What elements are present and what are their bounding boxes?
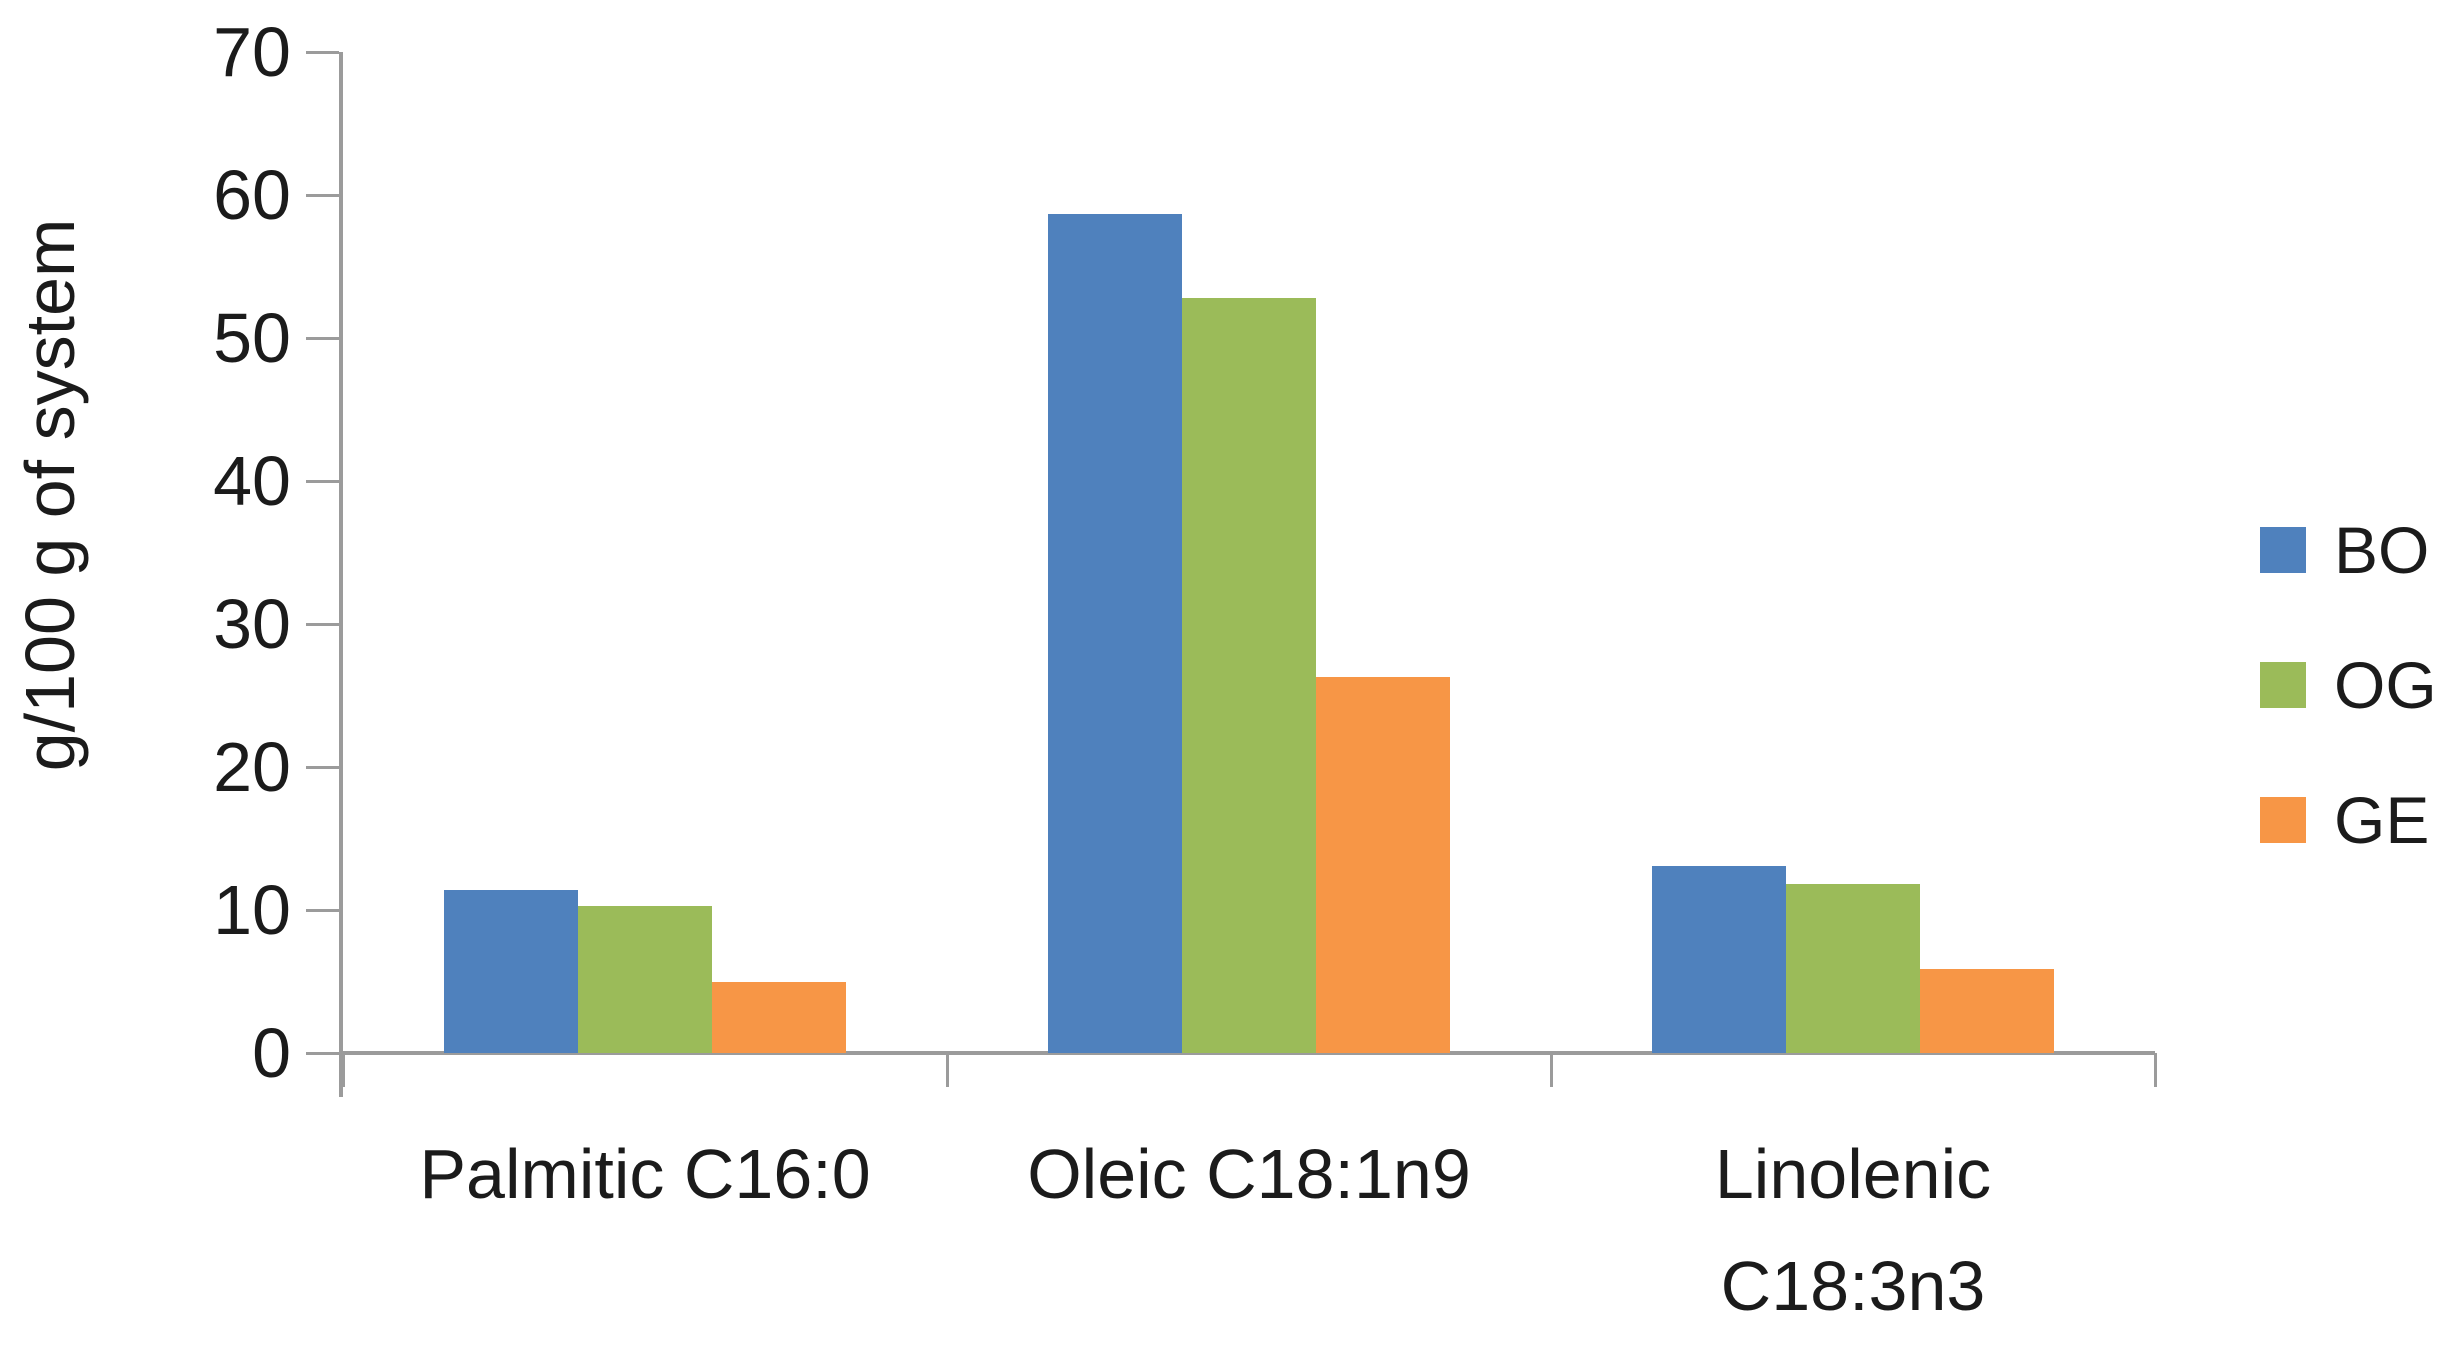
x-axis-line — [343, 1051, 2155, 1055]
bar-bo-3 — [1652, 865, 1786, 1053]
y-tick-mark — [306, 1051, 339, 1055]
bar-bo-1 — [444, 889, 578, 1053]
y-tick-label: 10 — [213, 871, 291, 949]
legend-swatch-ge — [2260, 797, 2306, 843]
x-tick-mark — [1549, 1053, 1553, 1087]
bar-bo-2 — [1048, 213, 1182, 1053]
category-label: Oleic C18:1n9 — [1027, 1118, 1471, 1230]
bar-og-2 — [1182, 297, 1316, 1053]
y-tick-label: 20 — [213, 728, 291, 806]
y-tick-mark — [306, 908, 339, 912]
x-tick-mark — [945, 1053, 949, 1087]
y-tick-mark — [306, 479, 339, 483]
legend-item-og: OG — [2260, 652, 2437, 718]
category-label: Palmitic C16:0 — [419, 1118, 870, 1230]
x-tick-mark — [2153, 1053, 2157, 1087]
y-tick-label: 30 — [213, 585, 291, 663]
y-tick-label: 70 — [213, 13, 291, 91]
legend-item-bo: BO — [2260, 517, 2429, 583]
y-tick-mark — [306, 765, 339, 769]
legend-label: BO — [2334, 513, 2430, 587]
category-label-line: Oleic C18:1n9 — [1027, 1135, 1471, 1213]
y-tick-mark — [306, 50, 339, 54]
y-tick-mark — [306, 193, 339, 197]
y-axis-title: g/100 g of system — [11, 218, 89, 772]
legend-swatch-og — [2260, 662, 2306, 708]
y-tick-label: 0 — [252, 1014, 291, 1092]
category-label: Linolenic C18:3n3 — [1715, 1118, 1991, 1342]
bar-og-3 — [1786, 884, 1920, 1053]
x-tick-mark — [341, 1053, 345, 1087]
bar-ge-1 — [712, 981, 846, 1053]
legend-label: OG — [2334, 648, 2437, 722]
legend-label: GE — [2334, 783, 2430, 857]
category-label-line: C18:3n3 — [1720, 1247, 1986, 1325]
y-tick-label: 40 — [213, 442, 291, 520]
legend-swatch-bo — [2260, 527, 2306, 573]
category-label-line: Palmitic C16:0 — [419, 1135, 871, 1213]
y-tick-mark — [306, 336, 339, 340]
y-axis-line — [339, 52, 343, 1097]
category-label-line: Linolenic — [1714, 1135, 1992, 1213]
bar-og-1 — [578, 905, 712, 1053]
legend-item-ge: GE — [2260, 787, 2429, 853]
bar-ge-3 — [1920, 968, 2054, 1053]
bar-ge-2 — [1316, 676, 1450, 1053]
y-tick-mark — [306, 622, 339, 626]
y-tick-label: 50 — [213, 299, 291, 377]
y-tick-label: 60 — [213, 156, 291, 234]
